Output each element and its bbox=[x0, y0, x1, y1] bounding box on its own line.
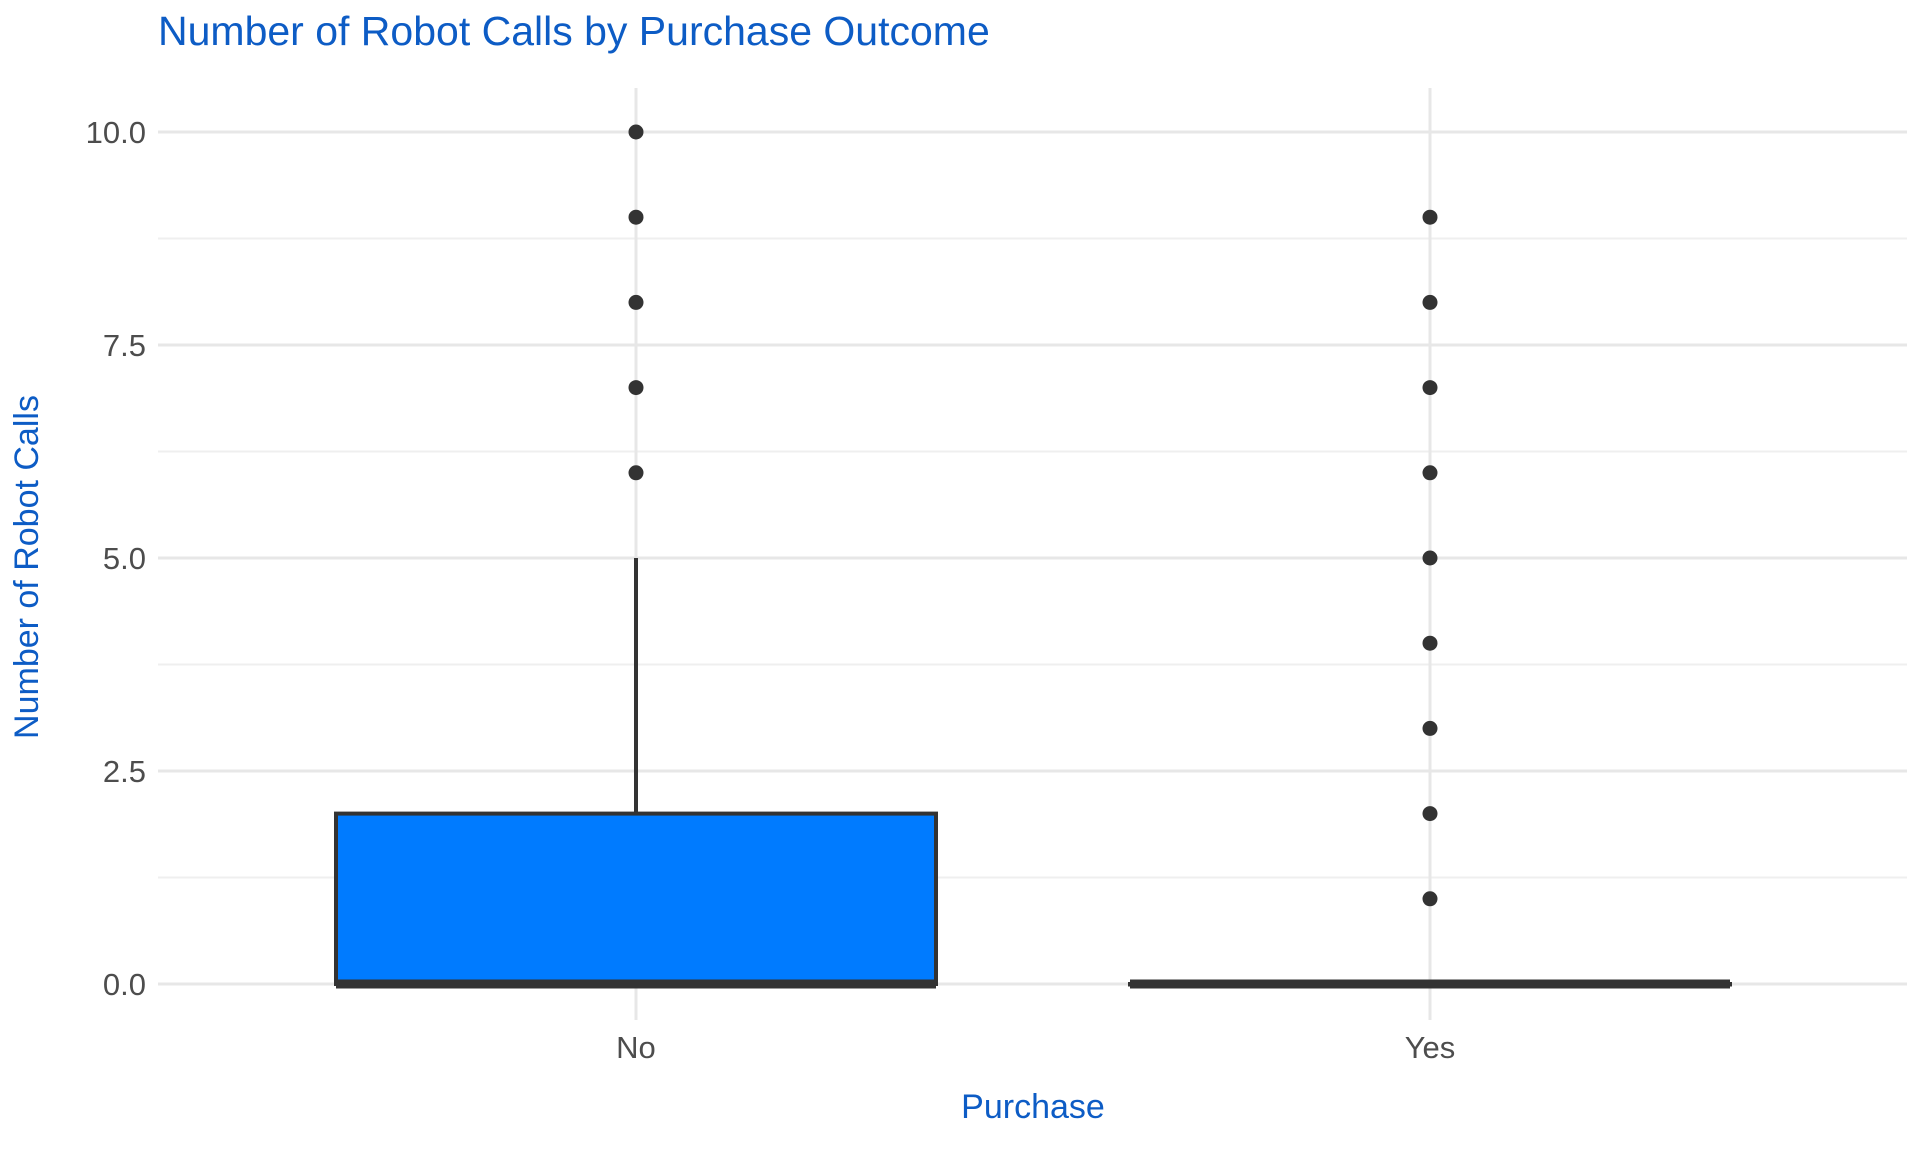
outlier-point bbox=[628, 209, 644, 225]
y-tick-label: 0.0 bbox=[103, 967, 146, 1002]
outlier-point bbox=[628, 380, 644, 396]
y-tick-label: 10.0 bbox=[86, 115, 146, 150]
x-axis-title: Purchase bbox=[961, 1088, 1105, 1126]
chart-title: Number of Robot Calls by Purchase Outcom… bbox=[158, 8, 990, 54]
outlier-point bbox=[1422, 380, 1438, 396]
box-iqr bbox=[334, 811, 938, 986]
outlier-point bbox=[1422, 635, 1438, 651]
outlier-point bbox=[1422, 465, 1438, 481]
outlier-point bbox=[628, 124, 644, 140]
x-tick-label: No bbox=[616, 1030, 656, 1065]
outlier-point bbox=[1422, 294, 1438, 310]
outlier-point bbox=[1422, 806, 1438, 822]
outlier-point bbox=[1422, 550, 1438, 566]
y-axis-title: Number of Robot Calls bbox=[8, 395, 46, 739]
x-tick-label: Yes bbox=[1405, 1030, 1456, 1065]
y-tick-label: 2.5 bbox=[103, 754, 146, 789]
outlier-point bbox=[1422, 209, 1438, 225]
outlier-point bbox=[1422, 891, 1438, 907]
y-tick-label: 7.5 bbox=[103, 328, 146, 363]
outlier-point bbox=[1422, 720, 1438, 736]
y-tick-label: 5.0 bbox=[103, 541, 146, 576]
outlier-point bbox=[628, 294, 644, 310]
outlier-point bbox=[628, 465, 644, 481]
